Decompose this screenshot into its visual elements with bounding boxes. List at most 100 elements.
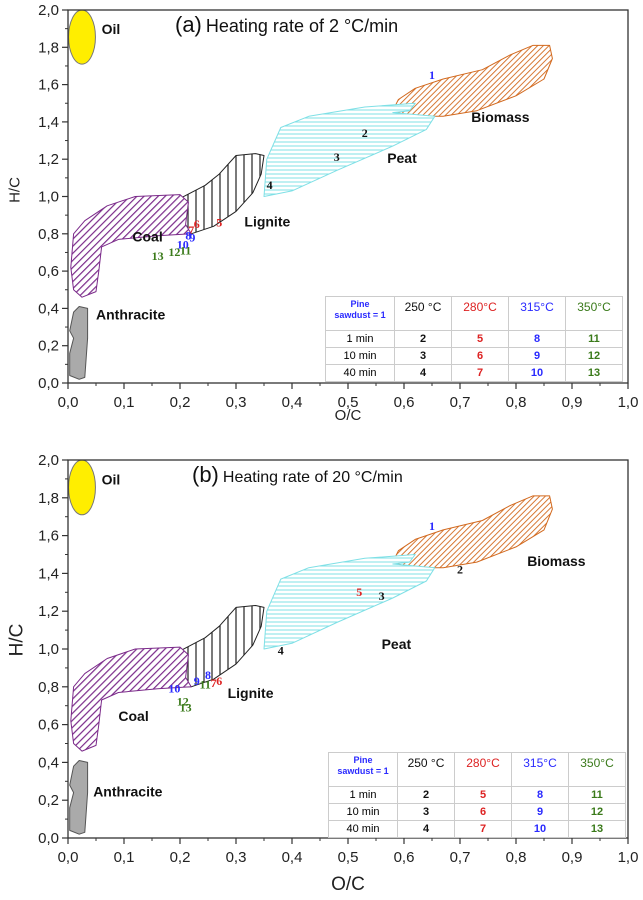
data-point-4: 4 xyxy=(267,178,273,192)
data-point-8: 8 xyxy=(185,228,191,242)
table-cell: 5 xyxy=(454,786,512,804)
corner-line: sawdust = 1 xyxy=(334,310,386,320)
table-row-label: 40 min xyxy=(328,820,398,838)
data-point-3: 3 xyxy=(334,150,340,164)
y-tick-label: 1,8 xyxy=(38,39,59,56)
x-tick-label: 0,3 xyxy=(226,394,247,411)
table-column-header: 350°C xyxy=(568,752,626,787)
region-coal xyxy=(70,194,192,298)
data-point-7: 7 xyxy=(188,223,194,237)
y-tick-label: 0,8 xyxy=(38,226,59,243)
data-point-9: 9 xyxy=(189,230,195,244)
data-point-11: 11 xyxy=(180,243,191,257)
region-label-oil: Oil xyxy=(102,472,121,488)
data-point-12: 12 xyxy=(177,695,189,709)
y-tick-label: 1,8 xyxy=(38,490,59,507)
region-peat xyxy=(263,554,436,650)
y-axis-title: H/C xyxy=(6,177,23,203)
y-tick-label: 0,4 xyxy=(38,754,59,771)
data-point-6: 6 xyxy=(216,674,222,688)
table-cell: 11 xyxy=(565,330,623,348)
table-cell: 4 xyxy=(397,820,455,838)
data-point-13: 13 xyxy=(180,700,192,714)
panel-title: (a) Heating rate of 2 °C/min xyxy=(175,12,398,37)
region-label-anthracite: Anthracite xyxy=(93,783,162,799)
data-point-6: 6 xyxy=(194,217,200,231)
region-label-coal: Coal xyxy=(132,228,162,244)
region-coal xyxy=(70,646,192,752)
data-point-10: 10 xyxy=(177,238,189,252)
x-tick-label: 0,0 xyxy=(58,849,79,866)
x-tick-label: 0,8 xyxy=(506,394,527,411)
region-biomass xyxy=(392,495,553,569)
table-row-label: 10 min xyxy=(325,347,395,365)
table-column-header: 280°C xyxy=(451,296,509,331)
table-row: 40 min 4 7 10 13 xyxy=(325,364,623,382)
table-column-header: 350°C xyxy=(565,296,623,331)
data-point-11: 11 xyxy=(200,678,211,692)
panel-label: (b) xyxy=(192,462,219,487)
corner-line: sawdust = 1 xyxy=(337,766,389,776)
legend-table-a: Pine sawdust = 1 250 °C 280°C 315°C 350°C 1 mi… xyxy=(325,296,623,382)
y-tick-label: 0,2 xyxy=(38,792,59,809)
data-point-7: 7 xyxy=(211,676,217,690)
table-cell: 13 xyxy=(565,364,623,382)
table-cell: 6 xyxy=(454,803,512,821)
corner-line: Pine xyxy=(353,755,373,765)
legend-table-b: Pine sawdust = 1 250 °C 280°C 315°C 350°C 1 mi… xyxy=(328,752,626,838)
data-point-3: 3 xyxy=(379,589,385,603)
panel-b: Oil Biomass Peat Lignite Coal Anthracite 0,0 0,… xyxy=(7,452,639,895)
region-label-peat: Peat xyxy=(382,636,412,652)
x-tick-label: 0,8 xyxy=(506,849,527,866)
table-corner-label: Pine sawdust = 1 xyxy=(325,296,395,331)
table-column-header: 250 °C xyxy=(394,296,452,331)
x-tick-label: 0,4 xyxy=(282,849,303,866)
y-tick-label: 0,4 xyxy=(38,300,59,317)
table-cell: 10 xyxy=(511,820,569,838)
x-tick-label: 0,6 xyxy=(394,849,415,866)
table-cell: 9 xyxy=(511,803,569,821)
y-tick-label: 0,8 xyxy=(38,679,59,696)
y-tick-label: 1,2 xyxy=(38,603,59,620)
y-tick-label: 0,6 xyxy=(38,717,59,734)
x-tick-label: 0,1 xyxy=(114,394,135,411)
x-tick-label: 0,5 xyxy=(338,394,359,411)
data-point-13: 13 xyxy=(152,249,164,263)
y-tick-label: 1,0 xyxy=(38,189,59,206)
x-tick-label: 0,2 xyxy=(170,394,191,411)
y-tick-label: 0,2 xyxy=(38,338,59,355)
y-tick-label: 2,0 xyxy=(38,2,59,19)
x-tick-label: 0,0 xyxy=(58,394,79,411)
x-tick-label: 1,0 xyxy=(618,849,639,866)
table-column-header: 280°C xyxy=(454,752,512,787)
y-tick-label: 0,6 xyxy=(38,263,59,280)
table-row: 40 min 4 7 10 13 xyxy=(328,820,626,838)
region-label-lignite: Lignite xyxy=(228,685,274,701)
table-header-row: Pine sawdust = 1 250 °C 280°C 315°C 350°C xyxy=(328,752,626,787)
data-point-12: 12 xyxy=(168,245,180,259)
table-row: 1 min 2 5 8 11 xyxy=(325,330,623,348)
region-anthracite xyxy=(69,760,89,835)
table-column-header: 315°C xyxy=(508,296,566,331)
data-point-10: 10 xyxy=(168,681,180,695)
y-tick-label: 1,4 xyxy=(38,114,59,131)
data-point-5: 5 xyxy=(216,215,222,229)
x-tick-label: 0,6 xyxy=(394,394,415,411)
x-tick-label: 0,5 xyxy=(338,849,359,866)
data-point-2: 2 xyxy=(457,562,463,576)
table-header-row: Pine sawdust = 1 250 °C 280°C 315°C 350°C xyxy=(325,296,623,331)
region-label-coal: Coal xyxy=(118,708,148,724)
table-cell: 12 xyxy=(565,347,623,365)
region-label-biomass: Biomass xyxy=(471,109,530,125)
region-label-peat: Peat xyxy=(387,150,417,166)
table-cell: 10 xyxy=(508,364,566,382)
region-label-oil: Oil xyxy=(102,21,121,37)
x-tick-label: 0,4 xyxy=(282,394,303,411)
x-axis-title: O/C xyxy=(335,407,362,424)
table-cell: 6 xyxy=(451,347,509,365)
region-oil xyxy=(68,459,96,516)
table-cell: 2 xyxy=(394,330,452,348)
data-point-1: 1 xyxy=(429,68,435,82)
region-biomass xyxy=(392,44,553,117)
